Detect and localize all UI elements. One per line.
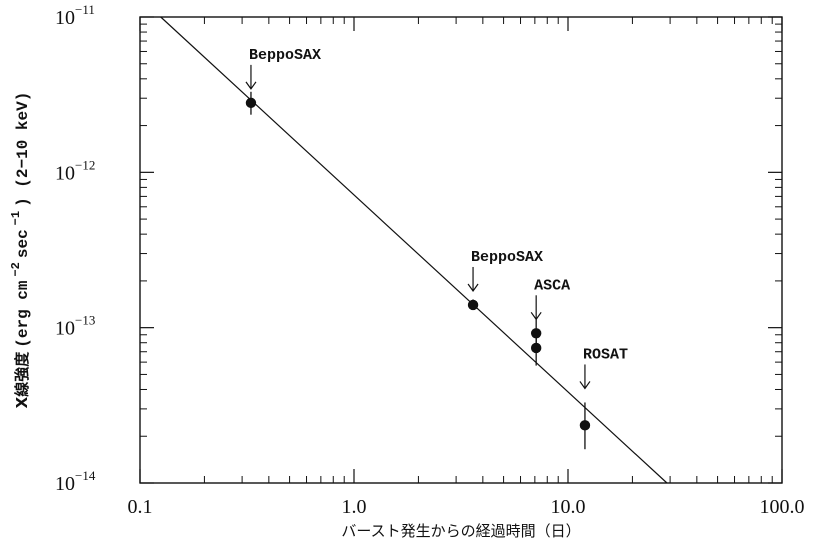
y-tick-label-base: 10: [55, 318, 75, 340]
x-axis-title: バースト発生からの経過時間（日）: [341, 522, 580, 540]
y-tick-label: 10−14: [55, 468, 96, 495]
x-tick-label: 1.0: [342, 496, 367, 518]
x-tick-label: 10.0: [551, 496, 586, 518]
x-tick-label: 0.1: [128, 496, 153, 518]
x-ticks-group: 0.1 1.0 10.0 100.0: [128, 17, 805, 518]
y-axis-title-units-1: (erg cm: [14, 280, 32, 348]
y-axis-title-units-2: sec: [14, 229, 32, 258]
y-axis-title: X線強度 (erg cm −2 sec −1 ) (2−10 keV): [6, 92, 32, 409]
annotation-label: BeppoSAX: [249, 47, 321, 64]
y-axis-title-prefix: X線強度: [13, 351, 31, 409]
fit-line-group: [160, 16, 668, 484]
y-tick-label-exponent: −13: [75, 313, 95, 328]
annotation-arrowhead: [579, 381, 591, 390]
annotation-label: ASCA: [534, 277, 570, 294]
plot-frame: [139, 16, 783, 484]
annotation-arrowhead: [530, 311, 542, 321]
data-point: [245, 97, 257, 109]
y-tick-label-exponent: −12: [75, 157, 95, 172]
y-axis-title-units-exp-1: −2: [9, 262, 23, 276]
points-group: [245, 97, 591, 431]
y-tick-label: 10−11: [55, 2, 95, 29]
y-tick-label-base: 10: [55, 7, 75, 29]
data-point: [530, 342, 542, 354]
y-tick-label-exponent: −11: [75, 2, 95, 17]
annotation-label: BeppoSAX: [471, 249, 543, 266]
annotation-arrowhead: [245, 81, 257, 90]
y-tick-label: 10−13: [55, 313, 95, 340]
data-point: [530, 328, 542, 339]
y-tick-label-base: 10: [55, 162, 75, 184]
y-axis-title-units-exp-2: −1: [9, 211, 23, 225]
annotations-group: BeppoSAX BeppoSAX ASCA ROSAT: [245, 47, 628, 390]
y-tick-label-exponent: −14: [75, 468, 96, 483]
y-axis-title-units-3: ) (2−10 keV): [14, 92, 32, 207]
y-tick-label: 10−12: [55, 157, 95, 184]
annotation-label: ROSAT: [583, 346, 628, 363]
x-tick-label: 100.0: [760, 496, 805, 518]
data-point: [467, 299, 479, 311]
annotation-arrowhead: [467, 283, 479, 293]
y-tick-label-base: 10: [55, 473, 75, 495]
fit-line: [160, 16, 668, 484]
data-point: [579, 420, 591, 431]
